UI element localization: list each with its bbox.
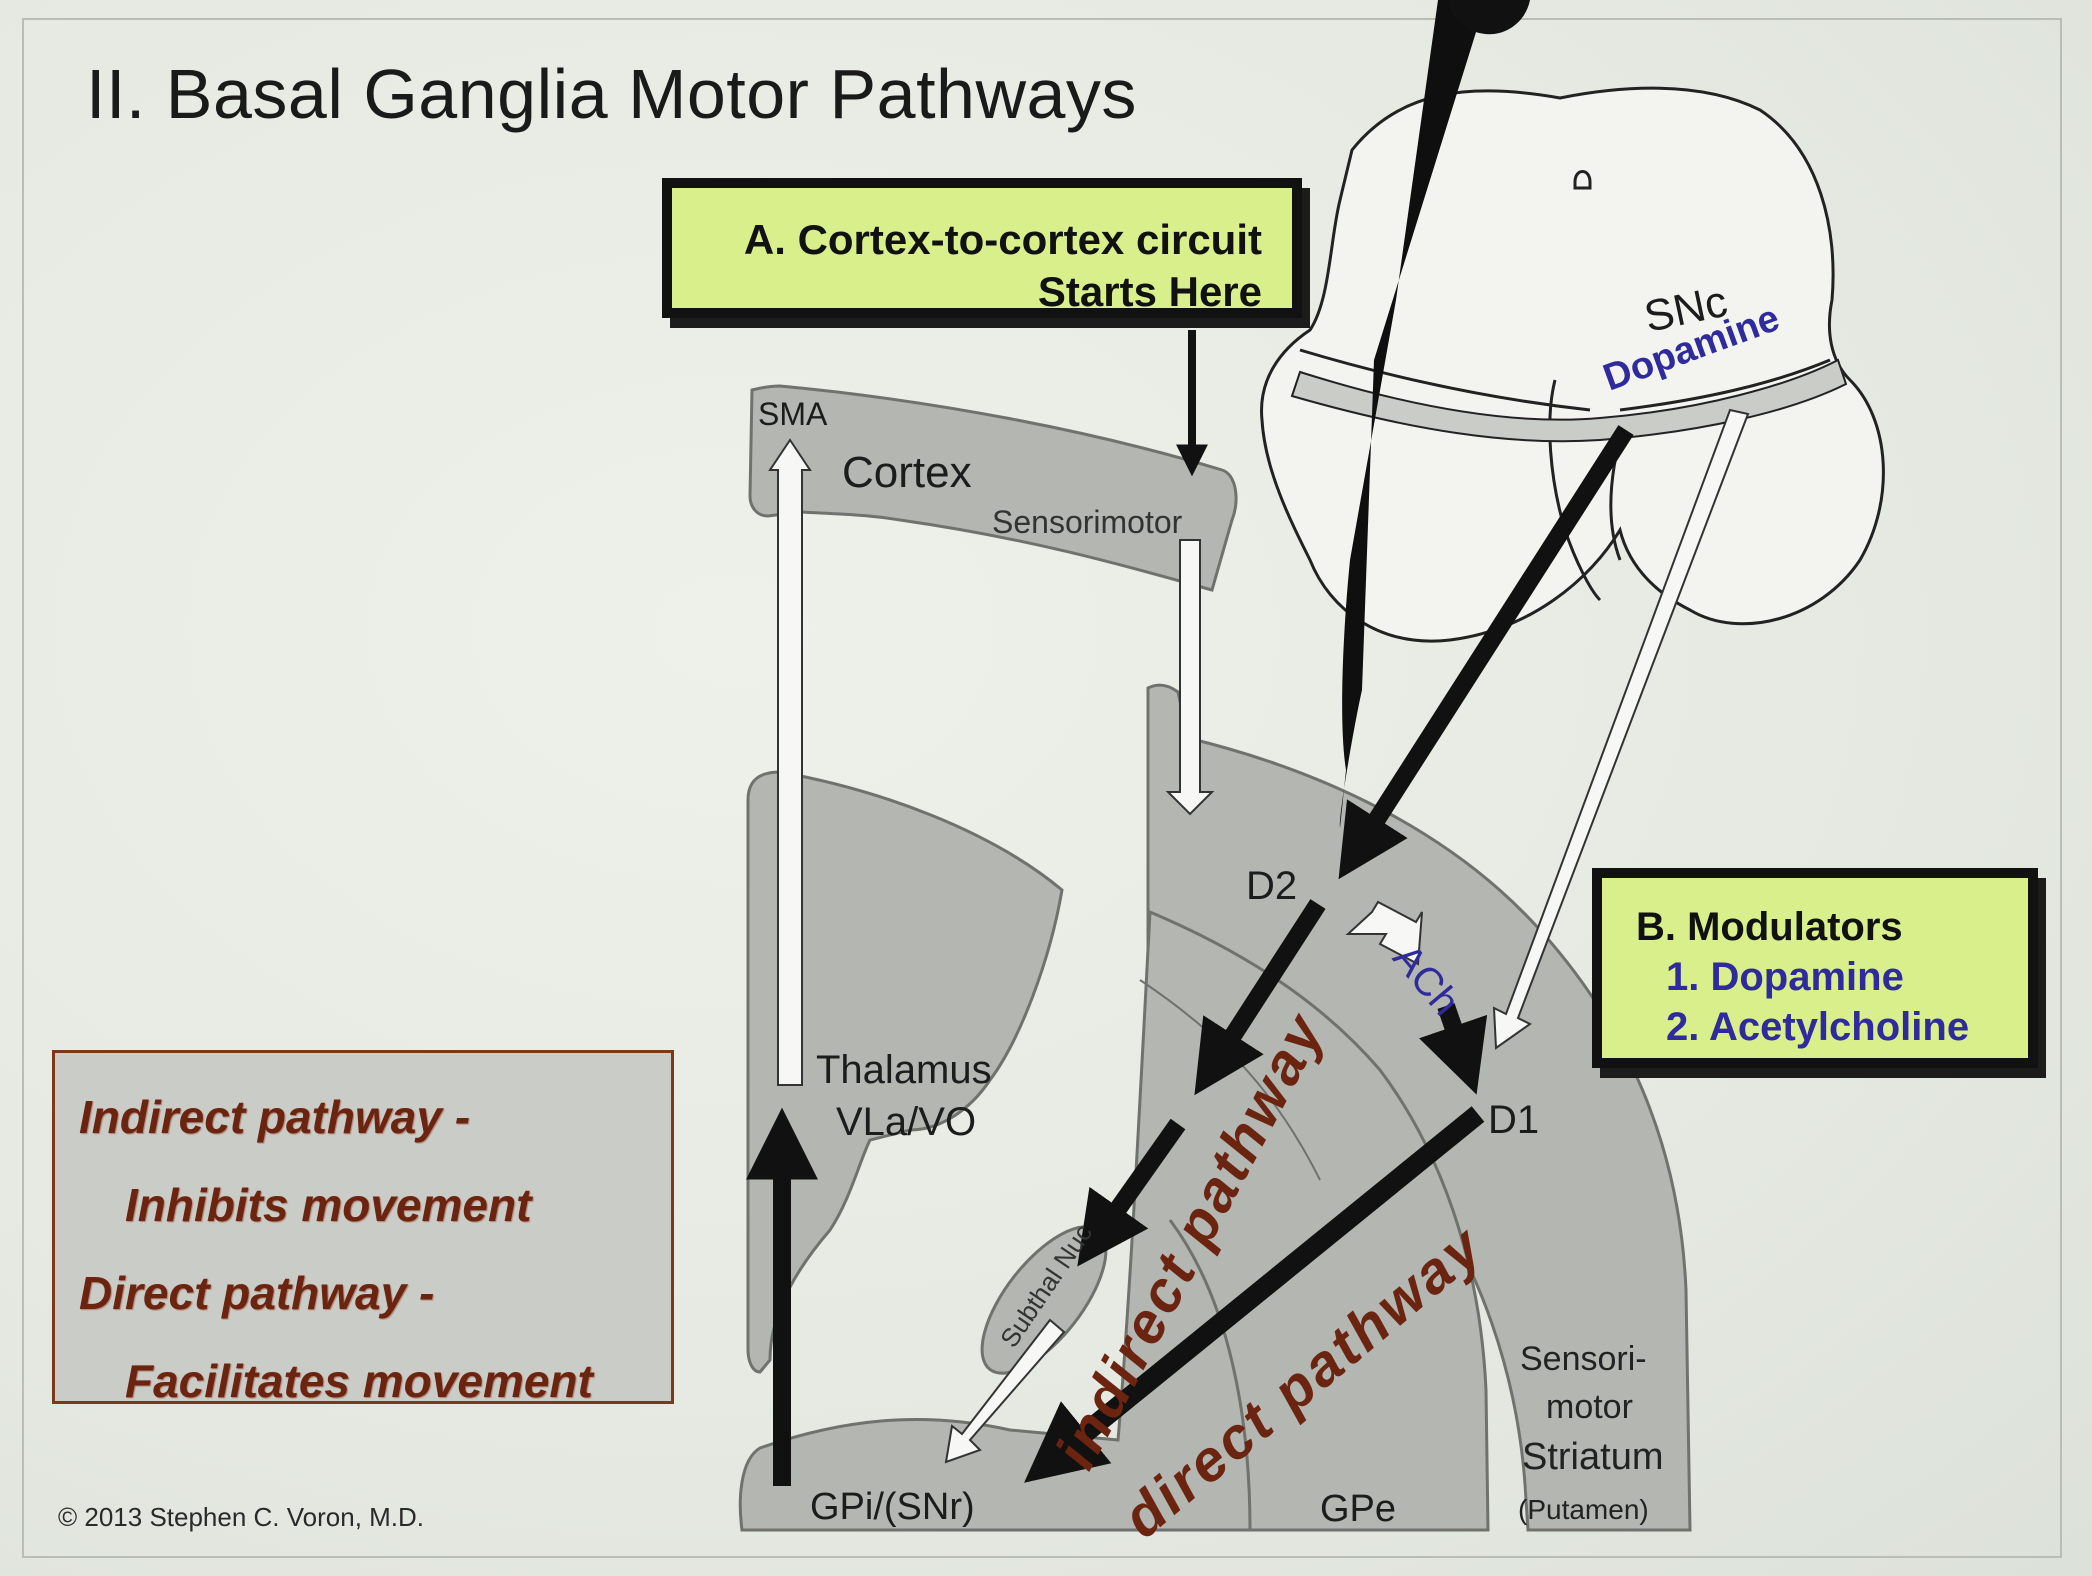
aqueduct-icon: [1573, 170, 1592, 190]
ach-to-d1-arrow: [1419, 1003, 1488, 1095]
cortex-circuit-line1: A. Cortex-to-cortex circuit: [743, 216, 1262, 263]
gpe-to-stn-arrow: [1077, 1118, 1186, 1267]
legend-direct-effect: Facilitates movement: [125, 1355, 593, 1407]
modulator-acetylcholine: 2. Acetylcholine: [1666, 1005, 1970, 1049]
slide-frame: [22, 18, 2062, 1558]
sma-label: SMA: [758, 396, 828, 432]
striatum-label-line2: motor: [1546, 1388, 1633, 1426]
gpe-label: GPe: [1320, 1488, 1397, 1530]
hollow-arrows: [768, 408, 1750, 1464]
sensorimotor-label: Sensorimotor: [992, 504, 1183, 540]
midbrain-outline: [1260, 86, 1885, 643]
thalamus-to-sma-arrow: [768, 438, 812, 1086]
d2-label: D2: [1246, 864, 1298, 908]
cortex-region: [748, 384, 1238, 592]
solid-arrows: [746, 330, 1634, 1486]
cortex-circuit-box: A. Cortex-to-cortex circuit Starts Here: [662, 178, 1302, 318]
ach-to-d2-arrow: [1345, 900, 1423, 966]
midbrain-crus-line-2: [1619, 358, 1831, 412]
vla-vo-label: VLa/VO: [836, 1100, 977, 1144]
copyright-notice: © 2013 Stephen C. Voron, M.D.: [58, 1502, 425, 1532]
stn-to-gpi-arrow: [944, 1318, 1066, 1464]
legend-indirect-heading: Indirect pathway -: [79, 1091, 471, 1143]
snc-band: [1290, 358, 1848, 443]
d1-label: D1: [1488, 1098, 1540, 1142]
pathway-legend-box: Indirect pathway - Inhibits movement Dir…: [52, 1050, 674, 1407]
snc-to-d2-arrow: [1338, 425, 1634, 880]
modulators-heading: B. Modulators: [1636, 905, 1903, 949]
thalamus-label: Thalamus: [816, 1048, 992, 1092]
modulator-dopamine: 1. Dopamine: [1666, 955, 1904, 999]
striatum-label-line4: (Putamen): [1518, 1494, 1649, 1525]
cortex-circuit-line2: Starts Here: [1037, 268, 1262, 315]
snc-to-d1-arrow: [1492, 408, 1750, 1050]
midbrain-crus-line: [1299, 348, 1591, 412]
d2-to-gpe-arrow: [1194, 899, 1326, 1096]
pointer-handle: [1448, 0, 1530, 35]
legend-indirect-effect: Inhibits movement: [125, 1179, 532, 1231]
modulators-box: B. Modulators 1. Dopamine 2. Acetylcholi…: [1592, 868, 2038, 1068]
sensorimotor-to-striatum-arrow: [1165, 539, 1215, 816]
globus-pallidus-region: [738, 909, 1490, 1532]
gpi-snr-label: GPi/(SNr): [810, 1486, 975, 1528]
gpe-gpi-border: [1168, 1219, 1252, 1531]
slide-title: II. Basal Ganglia Motor Pathways: [86, 55, 1137, 133]
striatum-label-line1: Sensori-: [1520, 1340, 1647, 1378]
striatum-label-line3: Striatum: [1522, 1436, 1664, 1478]
d1-to-gpi-arrow: [1024, 1106, 1485, 1483]
cortex-label: Cortex: [842, 448, 972, 497]
legend-direct-heading: Direct pathway -: [79, 1267, 435, 1319]
